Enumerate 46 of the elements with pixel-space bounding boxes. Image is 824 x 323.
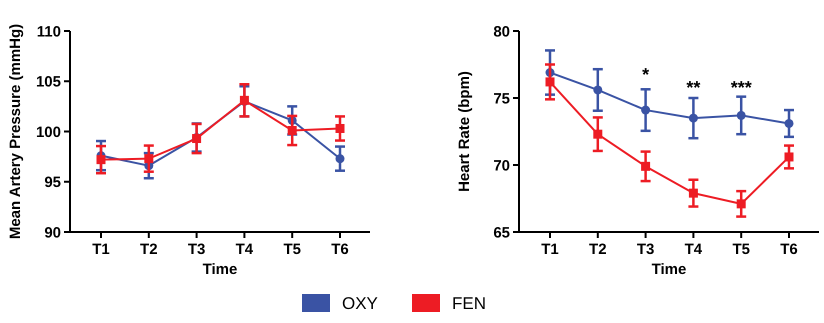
point (688, 114, 698, 123)
annotation: ** (686, 78, 700, 98)
point (688, 188, 698, 198)
x-tick-label: T3 (188, 241, 206, 258)
x-tick-label: T6 (780, 241, 798, 258)
point (546, 77, 554, 86)
point (641, 162, 650, 171)
x-tick-label: T4 (236, 241, 254, 258)
y-tick-label: 80 (493, 23, 510, 40)
point (96, 155, 106, 164)
point (736, 110, 746, 120)
x-tick-label: T4 (684, 241, 703, 258)
point (288, 126, 297, 135)
x-tick-label: T2 (140, 241, 158, 258)
point (336, 124, 344, 133)
y-tick-label: 70 (493, 157, 510, 174)
legend-label: FEN (452, 294, 486, 313)
y-axis-title: Heart Rate (bpm) (456, 71, 473, 192)
x-axis-title: Time (202, 261, 238, 278)
y-tick-label: 110 (36, 23, 61, 40)
y-tick-label: 95 (44, 174, 61, 191)
x-tick-label: T2 (589, 241, 607, 258)
y-tick-label: 90 (44, 224, 61, 242)
y-tick-label: 100 (36, 124, 61, 141)
point (336, 154, 344, 164)
x-axis-title: Time (652, 261, 686, 278)
x-tick-label: T1 (92, 241, 110, 258)
y-tick-label: 65 (493, 224, 510, 242)
point (593, 130, 602, 139)
point (641, 106, 650, 115)
point (144, 154, 154, 164)
x-tick-label: T5 (732, 241, 750, 258)
x-tick-label: T5 (283, 241, 301, 258)
x-tick-label: T6 (331, 241, 349, 258)
annotation: * (642, 64, 650, 85)
annotation: *** (730, 78, 752, 98)
point (784, 118, 794, 128)
legend-label: OXY (342, 294, 378, 313)
point (593, 85, 602, 94)
x-tick-label: T3 (636, 241, 654, 258)
y-tick-label: 75 (493, 90, 510, 108)
point (736, 199, 746, 208)
y-axis-title: Mean Artery Pressure (mmHg) (7, 24, 24, 240)
y-tick-label: 105 (36, 74, 61, 90)
x-tick-label: T1 (541, 241, 559, 258)
point (784, 152, 794, 162)
